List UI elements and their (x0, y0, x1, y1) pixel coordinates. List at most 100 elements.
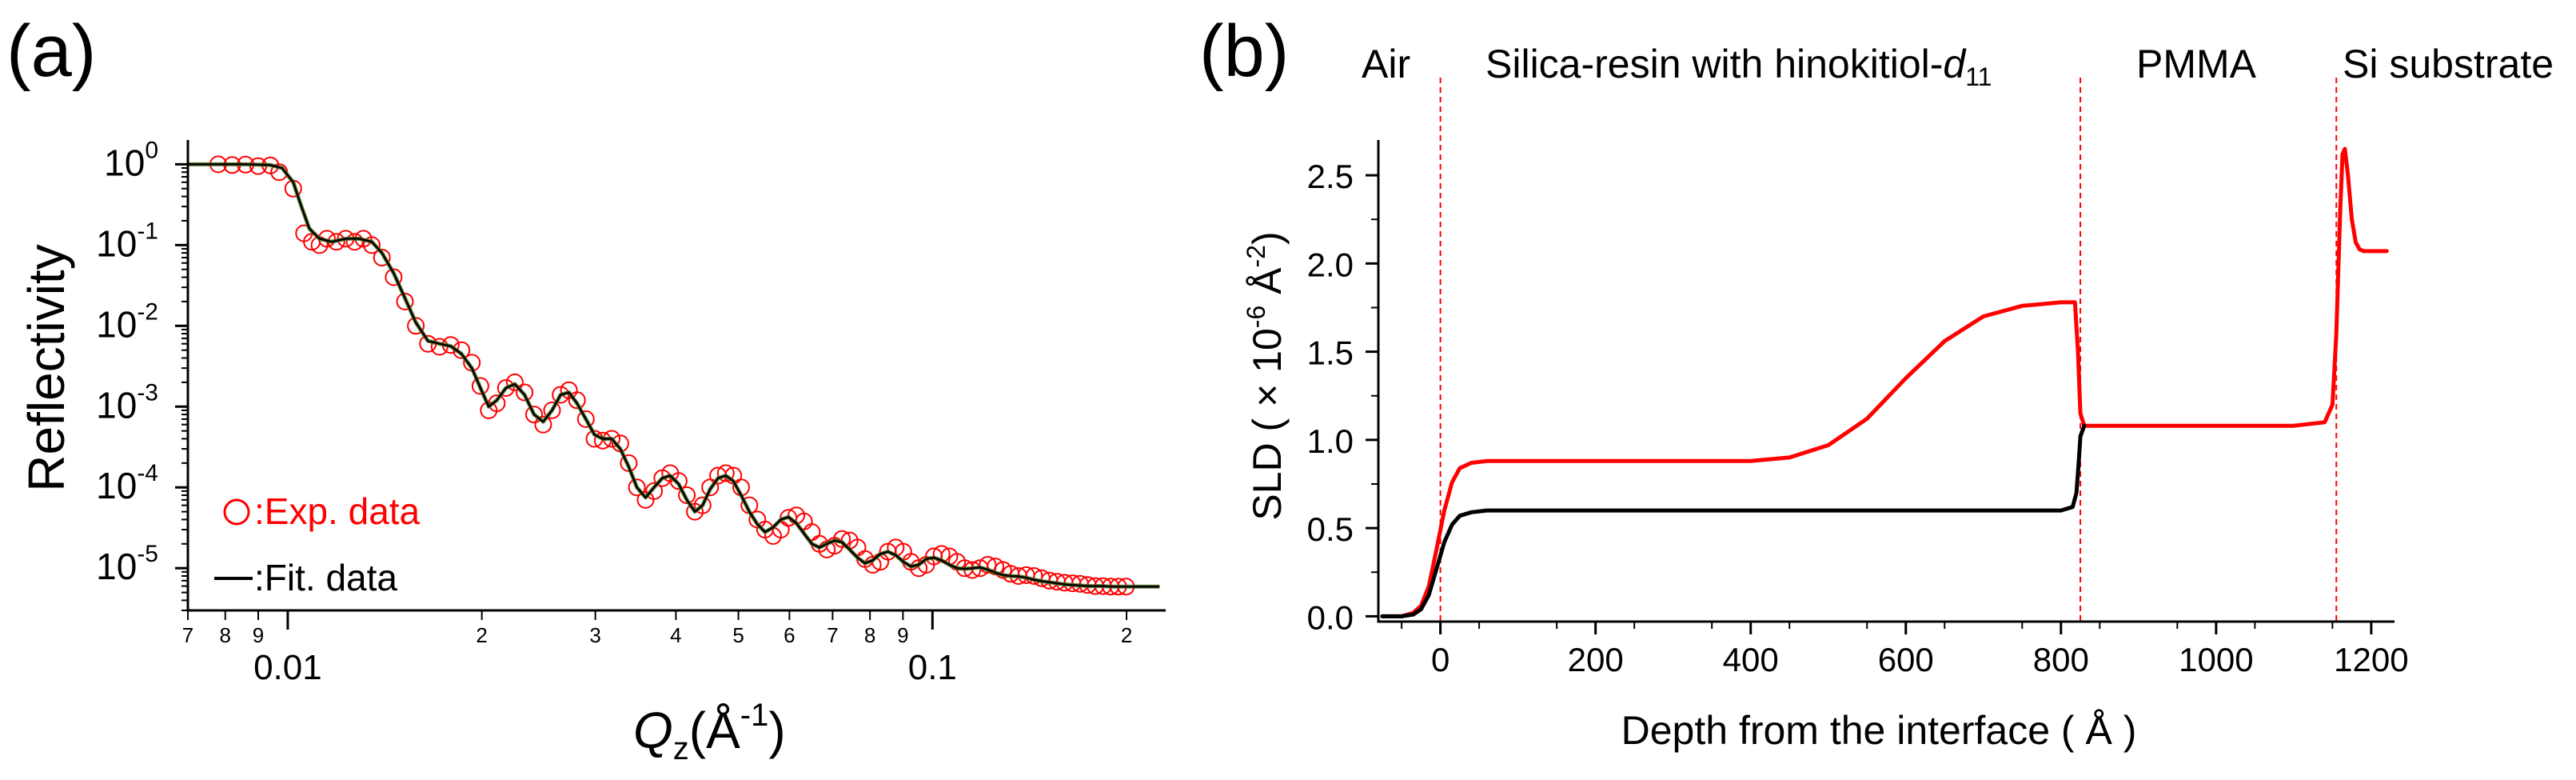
x-minor-tick-label: 3 (589, 623, 600, 647)
y-tick-label: 1.0 (1307, 422, 1354, 460)
x-major-tick-label: 0.01 (253, 648, 322, 687)
panel-b-ylabel: SLD ( × 10-6 Å-2) (1242, 231, 1290, 520)
panel-b: (b) Air Silica-resin with hinokitiol-d11… (1199, 10, 2554, 753)
panel-b-ylabel-unit: Å (1245, 267, 1290, 306)
x-minor-tick-label: 6 (784, 623, 795, 647)
exp-data-point (363, 236, 381, 254)
exp-data-point (693, 496, 712, 514)
sld-curve-black (1380, 423, 2087, 618)
panel-a-xlabel-sub: z (673, 731, 689, 766)
panel-a-axes (186, 140, 1166, 612)
exp-data-point (576, 410, 595, 428)
panel-a-plot-area (188, 155, 1160, 596)
y-tick-base: 10 (96, 303, 137, 345)
panel-b-region-dividers (1439, 78, 2338, 622)
x-minor-tick-label: 8 (864, 623, 875, 647)
legend-exp-marker-icon (223, 498, 250, 526)
x-minor-tick-label: 9 (897, 623, 908, 647)
exp-data-point (628, 478, 646, 497)
y-tick-exponent: 0 (145, 137, 158, 163)
panel-a-legend: :Exp. data :Fit. data (214, 490, 421, 598)
y-tick-label: 0.5 (1307, 510, 1354, 548)
region-label-silica-d: d (1943, 42, 1967, 86)
legend-fit-label: :Fit. data (254, 557, 397, 598)
x-minor-tick-label: 7 (182, 623, 193, 647)
panel-a-xlabel-q: Q (633, 702, 673, 759)
y-tick-exponent: -4 (137, 460, 158, 486)
exp-data-point (636, 490, 655, 509)
panel-b-ylabel-exp1: -6 (1242, 306, 1270, 328)
y-tick-label: 100 (104, 137, 158, 183)
y-tick-base: 10 (96, 465, 137, 506)
panel-a-xlabel-unit: (Å (689, 702, 740, 759)
x-minor-tick-label: 7 (827, 623, 838, 647)
exp-data-point (345, 233, 364, 251)
region-label-air: Air (1362, 42, 1410, 86)
exp-data-point (471, 377, 489, 395)
exp-data-point (505, 373, 524, 391)
panel-a-xlabel-close: ) (768, 702, 785, 759)
panel-b-ylabel-exp2: -2 (1242, 245, 1270, 267)
y-tick-base: 10 (96, 222, 137, 264)
y-tick-exponent: -2 (137, 298, 158, 325)
y-tick-exponent: -5 (137, 541, 158, 567)
y-tick-base: 10 (96, 546, 137, 587)
panel-a-xlabel: Qz(Å-1) (633, 698, 786, 766)
x-minor-tick-label: 2 (476, 623, 487, 647)
panel-b-ylabel-close: ) (1245, 231, 1290, 245)
panel-a-label: (a) (6, 10, 96, 92)
y-tick-label: 10-5 (96, 541, 158, 587)
x-tick-label: 0 (1431, 641, 1449, 678)
panel-b-label: (b) (1199, 10, 1289, 92)
y-tick-label: 1.5 (1307, 334, 1354, 372)
x-minor-tick-label: 9 (253, 623, 264, 647)
region-label-si: Si substrate (2343, 42, 2554, 86)
y-tick-base: 10 (96, 384, 137, 426)
panel-b-x-ticks: 0 200 400 600 800 1000 1200 (1401, 622, 2409, 678)
sld-curve-red (1380, 146, 2389, 618)
x-tick-label: 800 (2033, 641, 2089, 678)
panel-b-y-ticks: 0.0 0.5 1.0 1.5 2.0 2.5 (1307, 158, 1378, 636)
exp-data-point (496, 379, 515, 397)
x-major-tick-label: 0.1 (908, 648, 957, 687)
panel-a-x-ticks: 7 8 9 2 3 4 5 6 7 8 9 20.01 0.1 (182, 610, 1132, 687)
y-tick-label: 2.5 (1307, 158, 1354, 195)
panel-a-xlabel-exp: -1 (740, 698, 769, 733)
y-tick-label: 0.0 (1307, 598, 1354, 636)
y-tick-label: 10-2 (96, 298, 158, 345)
x-minor-tick-label: 5 (732, 623, 744, 647)
y-tick-exponent: -1 (137, 218, 158, 244)
exp-data-point (525, 406, 543, 424)
exp-data-point (373, 249, 391, 266)
panel-a-ylabel: Reflectivity (18, 244, 75, 491)
exp-data-point (669, 472, 688, 490)
fit-data-line-core (188, 163, 1160, 588)
exp-data-point (716, 464, 735, 482)
panel-b-axes (1377, 140, 2395, 623)
exp-data-point (645, 482, 664, 500)
panel-b-xlabel: Depth from the interface ( Å ) (1621, 708, 2137, 753)
y-tick-label: 10-3 (96, 379, 158, 426)
legend-exp-label: :Exp. data (254, 490, 421, 532)
y-tick-base: 10 (104, 142, 145, 183)
y-tick-exponent: -3 (137, 379, 158, 406)
panel-b-ylabel-main: SLD ( × 10 (1245, 328, 1290, 520)
panel-b-plot-area (1380, 146, 2389, 618)
exp-data-point (534, 415, 552, 434)
x-minor-tick-label: 2 (1121, 623, 1132, 647)
x-tick-label: 1200 (2334, 641, 2408, 678)
x-tick-label: 400 (1723, 641, 1779, 678)
y-tick-label: 2.0 (1307, 246, 1354, 283)
x-tick-label: 600 (1878, 641, 1934, 678)
region-label-silica-sub: 11 (1965, 62, 1992, 91)
panel-a: (a) Reflectivity 10010-110-210-310-410-5… (6, 10, 1166, 766)
region-label-pmma: PMMA (2136, 42, 2257, 86)
x-minor-tick-label: 8 (220, 623, 231, 647)
y-tick-label: 10-1 (96, 218, 158, 264)
region-label-silica-main: Silica-resin with hinokitiol- (1485, 42, 1943, 86)
x-minor-tick-label: 4 (670, 623, 681, 647)
region-label-silica: Silica-resin with hinokitiol-d11 (1485, 42, 1992, 91)
exp-data-point (543, 401, 561, 419)
